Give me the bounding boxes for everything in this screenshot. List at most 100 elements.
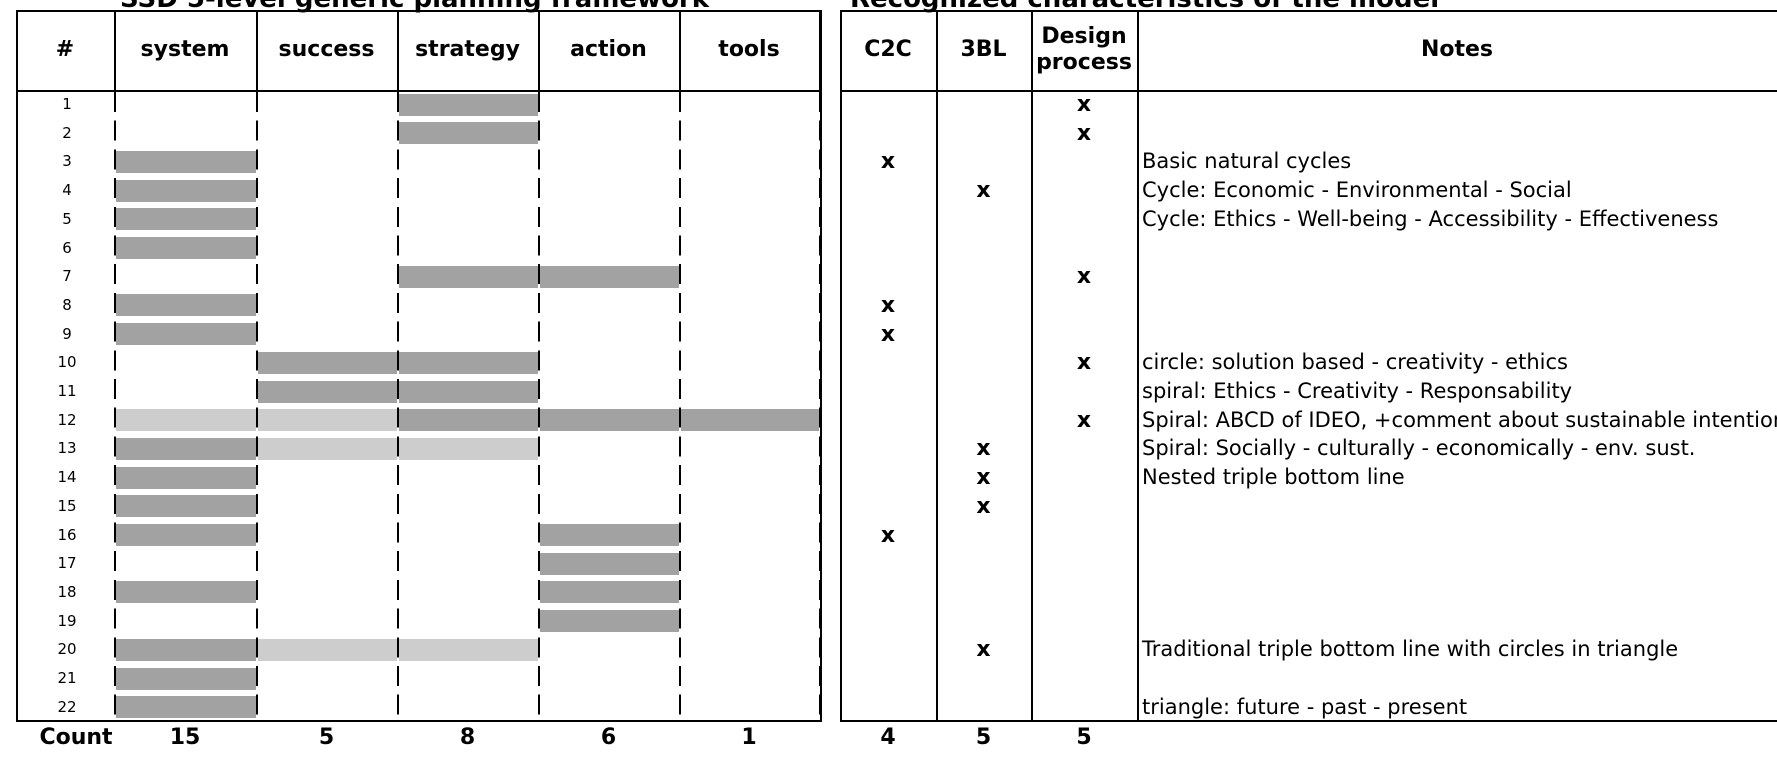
left-table-frame — [16, 10, 822, 722]
left-row-header: # — [55, 37, 75, 62]
left-header-divider — [114, 10, 116, 90]
left-column-dashed-divider — [114, 92, 116, 722]
row-note: Traditional triple bottom line with circ… — [1142, 637, 1679, 662]
left-column-dashed-divider — [679, 92, 681, 722]
dark-bar-strategy — [399, 122, 538, 145]
row-number: 13 — [57, 439, 77, 458]
dark-bar-system — [116, 237, 256, 259]
right-column-divider — [1031, 10, 1033, 722]
left-header-divider — [538, 10, 540, 90]
column-header-strategy: strategy — [415, 37, 520, 62]
dark-bar-success — [258, 380, 397, 403]
row-number: 9 — [62, 324, 72, 343]
dark-bar-system — [116, 437, 256, 460]
dark-bar-system — [116, 667, 256, 690]
dark-bar-system — [116, 466, 256, 489]
dark-bar-system — [116, 638, 256, 661]
row-number: 12 — [57, 410, 77, 429]
light-bar-system — [116, 409, 256, 432]
dark-bar-strategy — [399, 265, 538, 288]
dark-bar-system — [116, 208, 256, 231]
row-number: 20 — [57, 640, 77, 659]
check-mark: x — [1076, 92, 1092, 117]
row-note: triangle: future - past - present — [1142, 694, 1468, 719]
row-number: 18 — [57, 582, 77, 601]
left-header-divider — [256, 10, 258, 90]
row-number: 2 — [62, 123, 72, 142]
check-mark: x — [880, 292, 896, 318]
dark-bar-strategy — [399, 409, 538, 432]
column-header-system: system — [140, 37, 230, 62]
row-note: Spiral: ABCD of IDEO, +comment about sus… — [1142, 407, 1777, 432]
dark-bar-action — [540, 524, 679, 546]
left-column-dashed-divider — [256, 92, 258, 722]
column-header-design-process: Design process — [1036, 24, 1132, 75]
row-number: 4 — [62, 181, 72, 200]
right-column-divider — [1137, 10, 1139, 722]
row-number: 14 — [57, 468, 77, 487]
count-action: 6 — [600, 725, 617, 750]
dark-bar-system — [116, 179, 256, 202]
row-note: spiral: Ethics - Creativity - Responsabi… — [1142, 379, 1573, 403]
left-column-dashed-divider — [397, 92, 399, 722]
light-bar-strategy — [399, 437, 538, 460]
column-header-c2c: C2C — [864, 37, 912, 62]
light-bar-strategy — [399, 638, 538, 661]
right-header-rule — [840, 90, 1777, 92]
row-note: Basic natural cycles — [1142, 149, 1352, 174]
light-bar-success — [258, 409, 397, 432]
count-label: Count — [39, 725, 113, 750]
check-mark: x — [976, 436, 991, 462]
left-header-rule — [16, 90, 820, 92]
check-mark: x — [880, 321, 896, 347]
row-number: 1 — [62, 95, 72, 113]
column-header-3bl: 3BL — [960, 37, 1007, 62]
dark-bar-system — [116, 150, 256, 173]
row-number: 6 — [62, 238, 72, 257]
check-mark: x — [976, 178, 991, 204]
count-c2c: 4 — [880, 725, 896, 750]
dark-bar-system — [116, 524, 256, 546]
dark-bar-system — [116, 294, 256, 317]
column-header-notes: Notes — [1420, 37, 1494, 62]
row-note: Nested triple bottom line — [1142, 465, 1405, 490]
dark-bar-strategy — [399, 93, 538, 116]
check-mark: x — [880, 522, 896, 548]
count-success: 5 — [318, 725, 335, 750]
left-column-dashed-divider — [819, 92, 821, 722]
row-number: 11 — [57, 382, 77, 400]
check-mark: x — [1076, 264, 1092, 290]
row-number: 16 — [57, 525, 77, 544]
dark-bar-system — [116, 495, 256, 518]
row-number: 15 — [57, 496, 77, 515]
right-column-divider — [936, 10, 938, 722]
column-header-tools: tools — [718, 37, 780, 62]
dark-bar-system — [116, 696, 256, 719]
dark-bar-action — [540, 581, 679, 604]
row-note: circle: solution based - creativity - et… — [1142, 350, 1568, 375]
dark-bar-strategy — [399, 351, 538, 374]
check-mark: x — [976, 637, 991, 663]
left-header-divider — [819, 10, 821, 90]
dark-bar-action — [540, 265, 679, 288]
check-mark: x — [1076, 407, 1092, 433]
row-number: 3 — [62, 152, 72, 171]
row-number: 5 — [62, 209, 72, 228]
dark-bar-action — [540, 409, 679, 432]
dark-bar-action — [540, 552, 679, 575]
row-number: 22 — [57, 697, 77, 716]
light-bar-success — [258, 437, 397, 460]
count-design-process: 5 — [1076, 725, 1092, 750]
row-note: Cycle: Economic - Environmental - Social — [1142, 178, 1572, 203]
row-number: 19 — [57, 611, 77, 630]
dark-bar-action — [540, 610, 679, 633]
check-mark: x — [880, 149, 896, 175]
row-note: Cycle: Ethics - Well-being - Accessibili… — [1142, 206, 1719, 231]
check-mark: x — [976, 465, 991, 491]
count-tools: 1 — [741, 725, 757, 750]
check-mark: x — [1076, 120, 1092, 146]
column-header-success: success — [278, 37, 375, 62]
left-header-divider — [397, 10, 399, 90]
count-3bl: 5 — [975, 725, 992, 750]
count-strategy: 8 — [459, 725, 476, 750]
